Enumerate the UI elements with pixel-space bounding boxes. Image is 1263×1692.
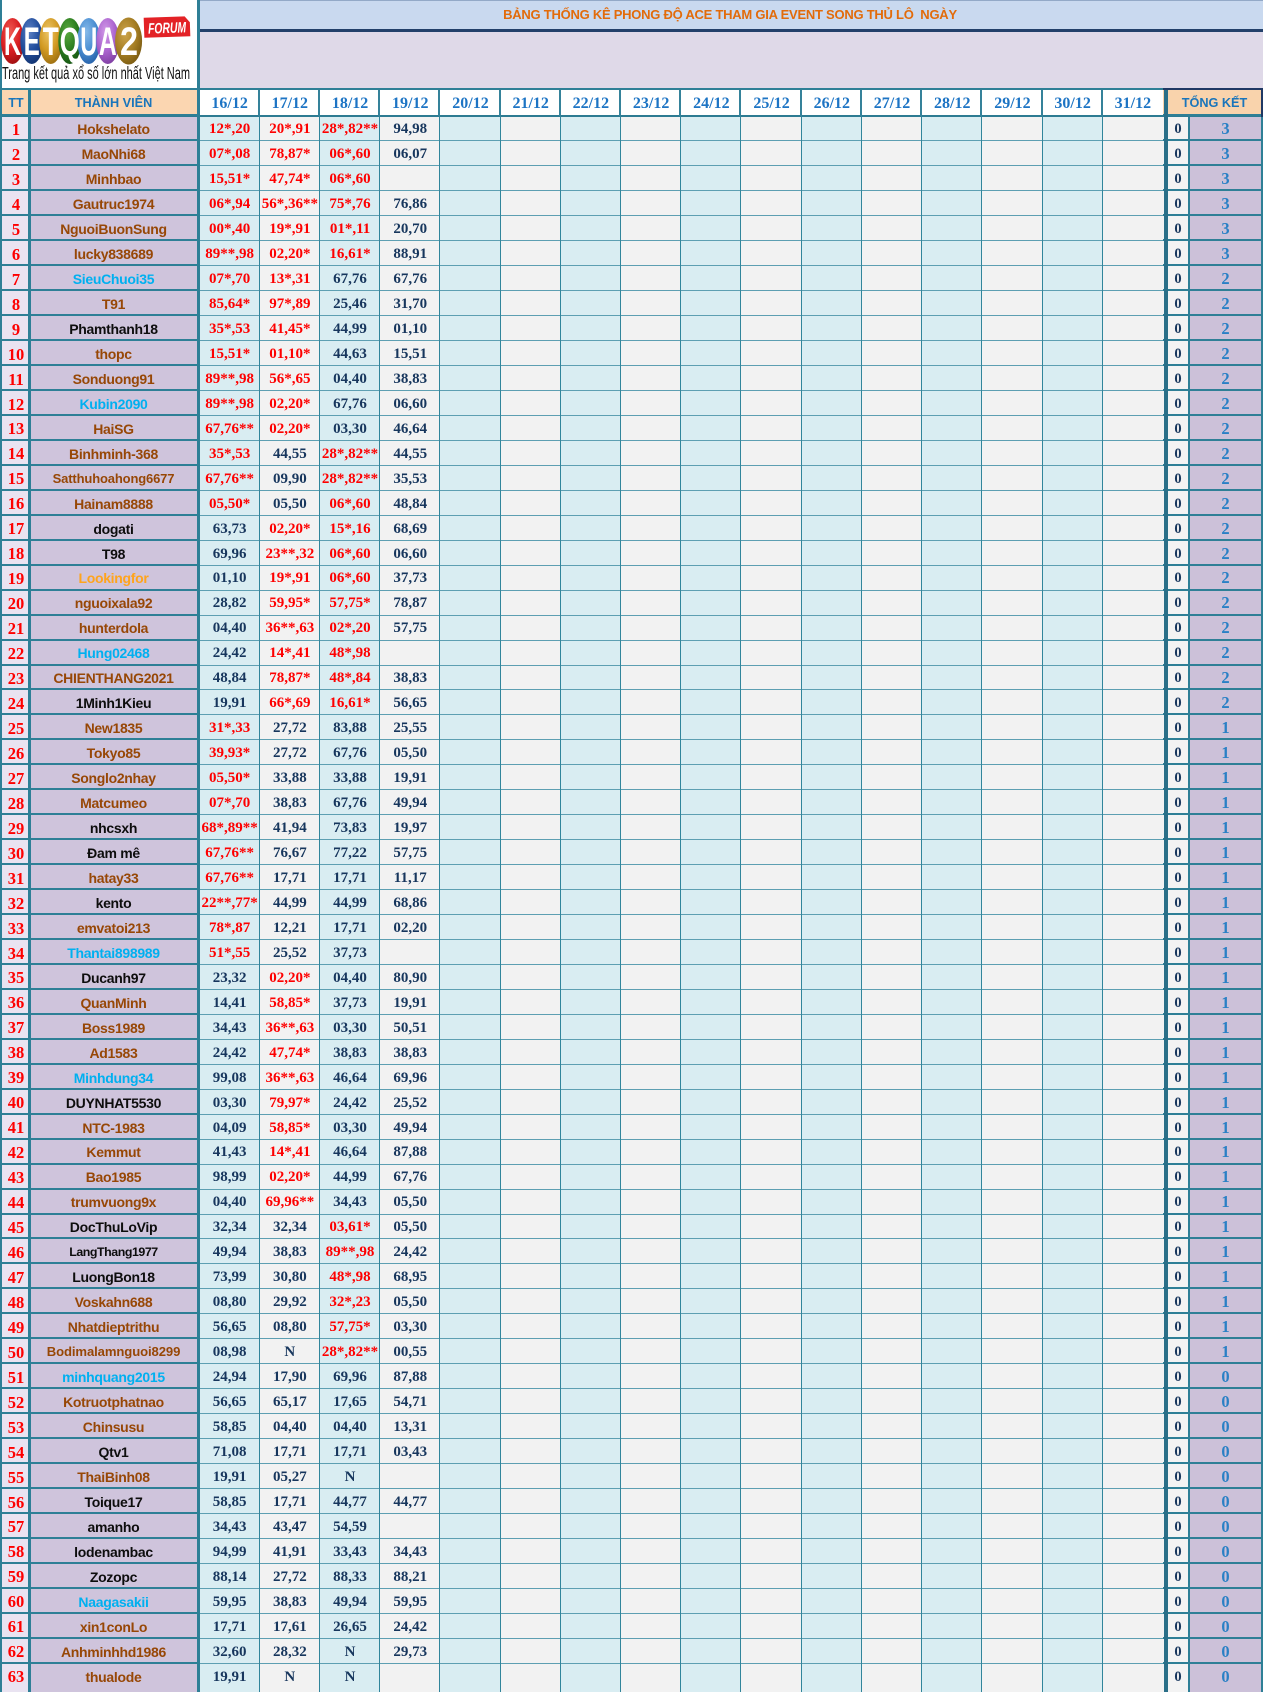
svg-text:Q: Q: [60, 20, 80, 64]
svg-text:E: E: [24, 20, 40, 64]
svg-text:K: K: [4, 20, 21, 64]
svg-text:FORUM: FORUM: [148, 19, 187, 37]
svg-text:2: 2: [120, 20, 138, 64]
svg-text:Trang kết quả xổ số lớn nhất V: Trang kết quả xổ số lớn nhất Việt Nam: [2, 63, 190, 83]
svg-text:A: A: [99, 20, 117, 64]
svg-text:T: T: [43, 20, 59, 64]
svg-text:U: U: [80, 20, 97, 64]
